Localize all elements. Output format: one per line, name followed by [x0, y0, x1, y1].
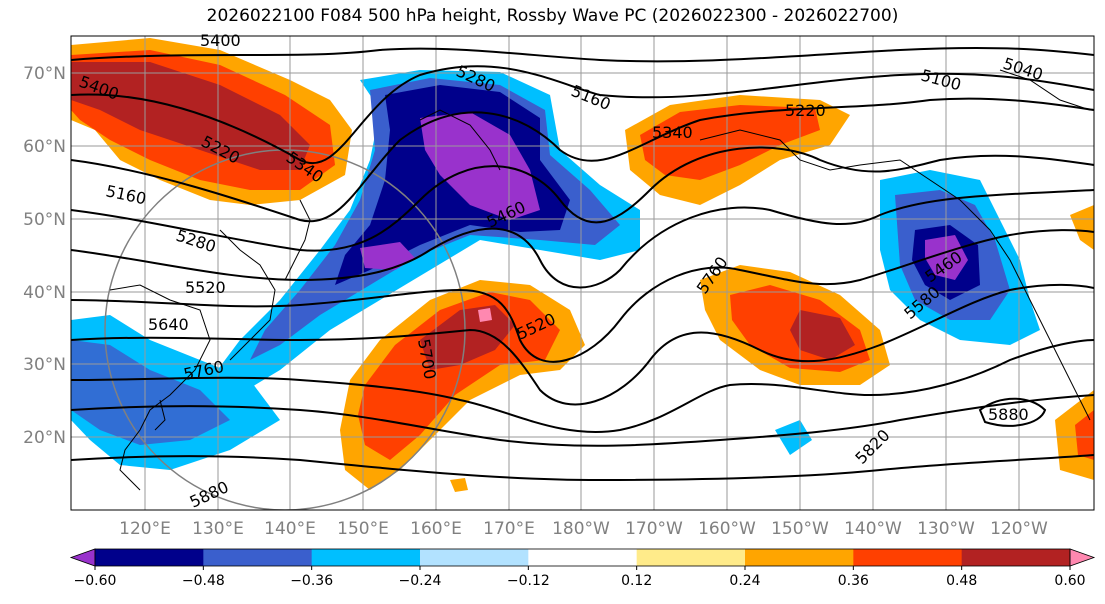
lat-label: 60°N: [23, 137, 66, 157]
map-frame: [70, 35, 1095, 511]
lon-label: 150°E: [337, 519, 389, 539]
colorbar-tick-label: −0.24: [399, 573, 442, 589]
longitude-labels: 120°E 130°E 140°E 150°E 160°E 170°E 180°…: [119, 519, 1048, 539]
contour-label: 5520: [185, 278, 226, 297]
colorbar-swatch: [745, 549, 854, 566]
lon-label: 160°W: [698, 519, 756, 539]
contour-label: 5400: [200, 31, 241, 50]
colorbar-swatch: [95, 549, 204, 566]
lon-label: 130°W: [917, 519, 975, 539]
lon-label: 180°W: [552, 519, 610, 539]
colorbar-swatch: [420, 549, 529, 566]
colorbar-swatch: [961, 549, 1071, 566]
colorbar-tick-label: 0.24: [729, 573, 760, 589]
map-title: 2026022100 F084 500 hPa height, Rossby W…: [206, 6, 899, 26]
lat-label: 30°N: [23, 355, 66, 375]
contour-label: 5640: [148, 315, 189, 334]
lat-label: 40°N: [23, 283, 66, 303]
latitude-labels: 70°N 60°N 50°N 40°N 30°N 20°N: [23, 64, 66, 448]
contour-label: 5880: [988, 405, 1029, 424]
contour-label: 5220: [785, 101, 826, 120]
colorbar-tick-label: 0.12: [621, 573, 652, 589]
colorbar: −0.60 −0.48 −0.36 −0.24 −0.12 0.12 0.24 0.36 0.4…: [69, 548, 1096, 589]
colorbar-tick-label: 0.48: [946, 573, 977, 589]
lon-label: 160°E: [410, 519, 462, 539]
colorbar-tick-label: −0.36: [290, 573, 333, 589]
colorbar-tick-label: 0.36: [838, 573, 869, 589]
lat-label: 20°N: [23, 428, 66, 448]
colorbar-tick-label: −0.12: [507, 573, 550, 589]
lat-label: 50°N: [23, 210, 66, 230]
colorbar-arrow-left: [69, 548, 96, 567]
colorbar-arrow-right: [1069, 548, 1096, 567]
colorbar-tick-label: −0.60: [74, 573, 117, 589]
lon-label: 140°E: [264, 519, 316, 539]
colorbar-tick-label: −0.48: [182, 573, 225, 589]
lon-label: 130°E: [192, 519, 244, 539]
colorbar-swatch: [203, 549, 313, 566]
lon-label: 170°W: [625, 519, 683, 539]
lon-label: 140°W: [844, 519, 902, 539]
lon-label: 150°W: [771, 519, 829, 539]
lon-label: 120°W: [990, 519, 1048, 539]
colorbar-swatch: [528, 549, 638, 566]
lat-label: 70°N: [23, 64, 66, 84]
colorbar-swatch: [311, 549, 421, 566]
lon-label: 170°E: [483, 519, 535, 539]
contour-label: 5340: [652, 123, 693, 142]
colorbar-frame: [94, 548, 1071, 567]
colorbar-swatch: [853, 549, 963, 566]
lon-label: 120°E: [119, 519, 171, 539]
colorbar-tick-label: 0.60: [1054, 573, 1085, 589]
coastlines: [109, 69, 1091, 491]
height-contours: [71, 46, 1094, 482]
anomaly-shading: [71, 38, 1094, 492]
colorbar-swatch: [636, 549, 746, 566]
